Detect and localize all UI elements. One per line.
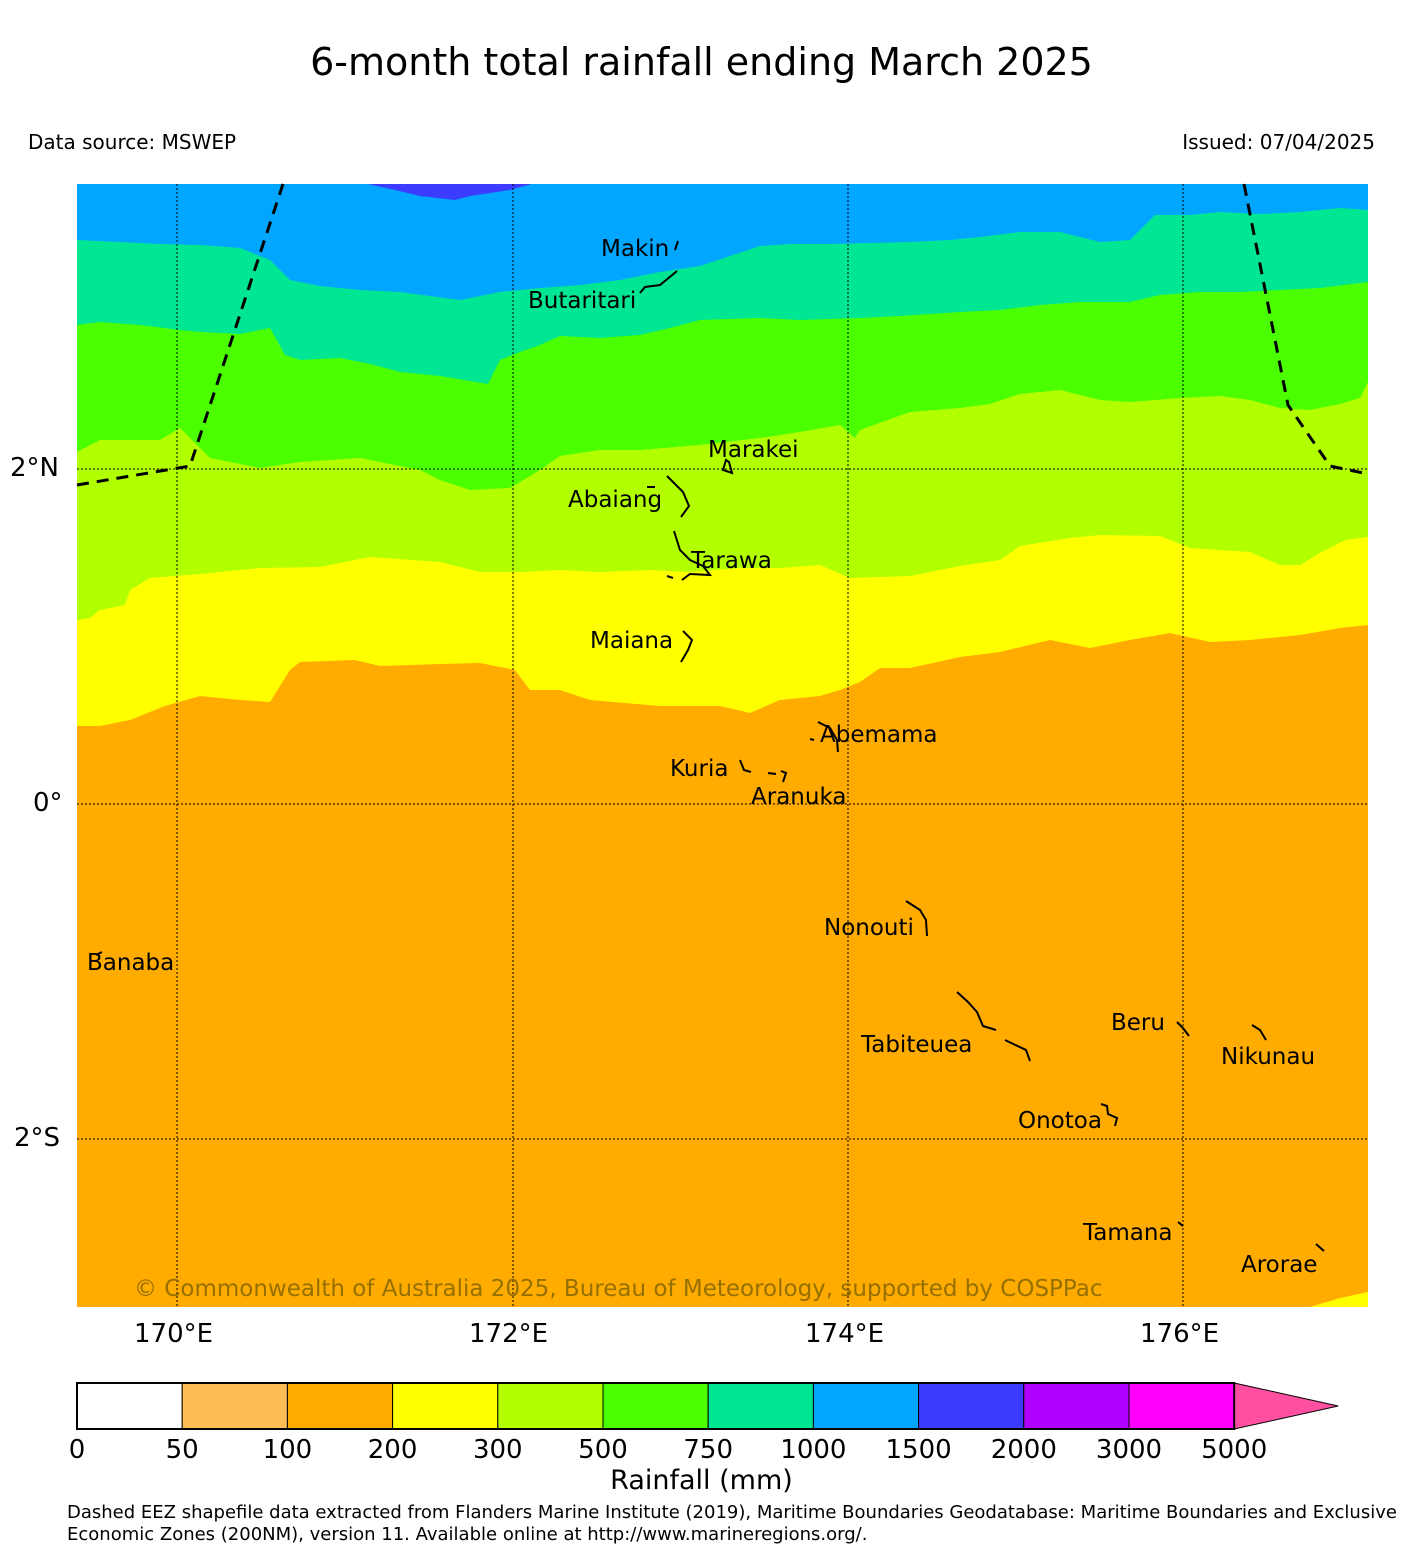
colorbar-tick-label: 750: [683, 1435, 733, 1465]
banaba-outline: [95, 951, 103, 956]
colorbar-tick-label: 5000: [1201, 1435, 1268, 1465]
lat-label-0: 0°: [33, 788, 63, 818]
colorbar-cell: [181, 1382, 288, 1430]
colorbar-cell: [1128, 1382, 1235, 1430]
colorbar-cell: [918, 1382, 1025, 1430]
tamana-outline: [1177, 1221, 1184, 1227]
lon-label-174e: 174°E: [805, 1319, 885, 1349]
colorbar-outline: [76, 1382, 1236, 1430]
lat-label-2s: 2°S: [14, 1123, 61, 1153]
colorbar-tick-label: 3000: [1095, 1435, 1163, 1465]
makin-butaritari-outline: [639, 240, 679, 294]
nikunau-outline: [1251, 1024, 1267, 1041]
place-label-abaiang: Abaiang: [568, 487, 663, 513]
colorbar-cell: [392, 1382, 499, 1430]
data-source-label: Data source: MSWEP: [28, 130, 237, 154]
eez-boundary-east: [1242, 183, 1369, 476]
place-label-beru: Beru: [1111, 1010, 1165, 1036]
colorbar-tick-label: 100: [262, 1435, 313, 1465]
lon-label-172e: 172°E: [469, 1319, 549, 1349]
lon-label-176e: 176°E: [1140, 1319, 1220, 1349]
colorbar-tick-label: 500: [578, 1435, 628, 1465]
place-label-arorae: Arorae: [1241, 1252, 1318, 1278]
colorbar-tick-label: 2000: [990, 1435, 1057, 1465]
place-label-kuria: Kuria: [670, 756, 729, 782]
place-label-marakei: Marakei: [708, 437, 799, 463]
colorbar-cell: [707, 1382, 814, 1430]
band-1000-1500: [77, 184, 1368, 300]
colorbar-cell: [76, 1382, 183, 1430]
colorbar-cell: [497, 1382, 604, 1430]
place-label-tamana: Tamana: [1083, 1220, 1173, 1246]
maiana-outline: [680, 630, 694, 663]
nonouti-outline: [905, 900, 928, 937]
island-outlines: [95, 240, 1325, 1252]
footnote: Dashed EEZ shapefile data extracted from…: [67, 1502, 1397, 1545]
tabiteuea-outline: [956, 991, 1031, 1062]
beru-outline: [1176, 1021, 1190, 1037]
copyright-notice: © Commonwealth of Australia 2025, Bureau…: [134, 1276, 1103, 1302]
colorbar-cell: [1023, 1382, 1130, 1430]
colorbar-tick-label: 1000: [780, 1435, 847, 1465]
lon-label-170e: 170°E: [134, 1319, 214, 1349]
place-label-aranuka: Aranuka: [751, 784, 847, 810]
place-label-nonouti: Nonouti: [824, 915, 914, 941]
colorbar-tick-label: 200: [367, 1435, 418, 1465]
page-title: 6-month total rainfall ending March 2025: [310, 40, 1093, 84]
place-label-makin: Makin: [601, 236, 670, 262]
abemama-outline: [809, 721, 839, 753]
colorbar-cell: [286, 1382, 394, 1430]
colorbar-cell: [812, 1382, 920, 1430]
place-label-nikunau: Nikunau: [1221, 1044, 1316, 1070]
colorbar-tick-label: 0: [68, 1435, 86, 1465]
colorbar-extend-arrow: [1233, 1382, 1339, 1430]
place-label-butaritari: Butaritari: [528, 288, 637, 314]
tarawa-outline: [666, 530, 713, 581]
kuria-outline: [739, 759, 752, 773]
place-label-abemama: Abemama: [820, 722, 938, 748]
colorbar-tick-label: 50: [165, 1435, 199, 1465]
colorbar-cell: [602, 1382, 709, 1430]
band-200-300-corner: [1310, 1292, 1368, 1307]
place-label-tabiteuea: Tabiteuea: [861, 1032, 973, 1058]
colorbar-tick-label: 1500: [885, 1435, 952, 1465]
abaiang-outline: [647, 475, 691, 518]
aranuka-outline: [767, 770, 788, 783]
issued-date-label: Issued: 07/04/2025: [1182, 130, 1375, 154]
lat-label-2n: 2°N: [10, 453, 59, 483]
place-label-banaba: Banaba: [87, 950, 175, 976]
arorae-outline: [1315, 1243, 1325, 1252]
band-1500-2000: [368, 184, 532, 200]
colorbar-tick-label: 300: [472, 1435, 523, 1465]
colorbar-title: Rainfall (mm): [610, 1465, 793, 1496]
marakei-outline: [721, 458, 734, 475]
eez-boundary: [76, 183, 1369, 487]
colorbar-cells: [76, 1382, 1339, 1430]
onotoa-outline: [1100, 1103, 1119, 1127]
place-label-maiana: Maiana: [590, 628, 674, 654]
place-label-onotoa: Onotoa: [1018, 1108, 1102, 1134]
place-label-tarawa: Tarawa: [691, 548, 772, 574]
